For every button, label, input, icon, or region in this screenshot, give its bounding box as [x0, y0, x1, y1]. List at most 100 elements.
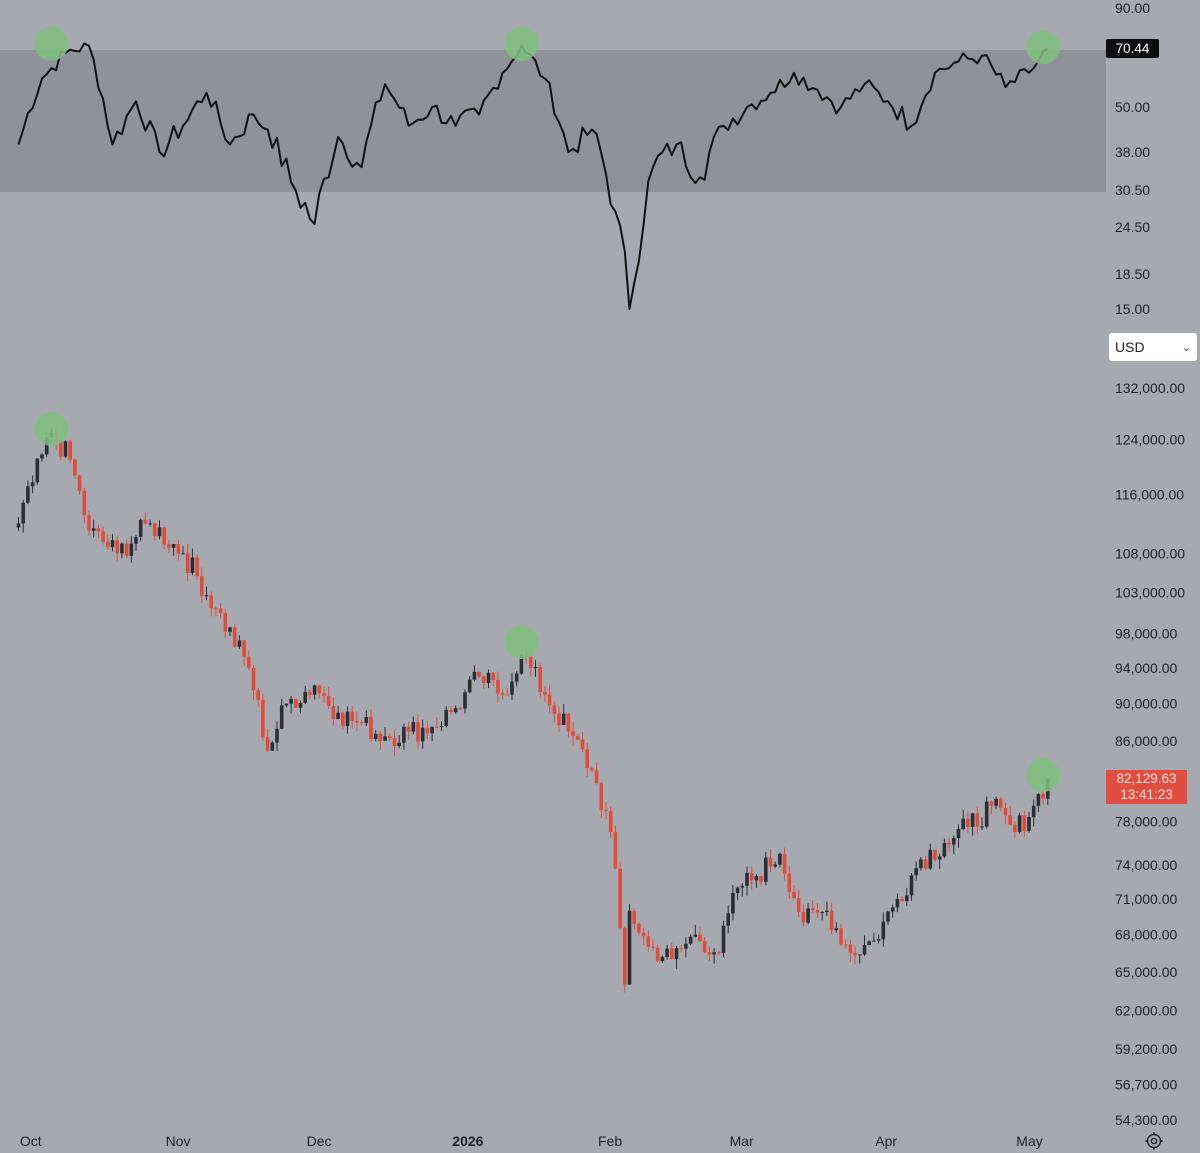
candle-body [444, 709, 448, 726]
candle [449, 706, 453, 715]
candle [91, 519, 96, 538]
candle [77, 474, 82, 495]
price-tick-label: 59,200.00 [1115, 1041, 1177, 1057]
price-peak-marker [1026, 758, 1061, 793]
gear-icon[interactable] [1144, 1131, 1164, 1151]
candle [782, 847, 787, 881]
candle [420, 719, 425, 749]
candle-body [623, 927, 627, 985]
candle-body [999, 798, 1003, 808]
candle-body [594, 770, 599, 784]
candle [933, 849, 937, 862]
candle [106, 534, 110, 550]
candle-body [768, 857, 773, 867]
candle [63, 440, 68, 459]
currency-select[interactable]: USD ⌄ [1109, 333, 1197, 361]
candle [110, 534, 115, 552]
candle [341, 711, 345, 730]
candle [975, 806, 980, 834]
candle-body [1036, 793, 1041, 806]
candle-body [261, 700, 265, 738]
candle-body [402, 726, 406, 743]
rsi-layer [17, 42, 1049, 310]
candle [500, 689, 505, 700]
candle [914, 861, 918, 881]
rsi-line [17, 42, 1049, 310]
candle [214, 606, 218, 617]
candle [825, 901, 829, 917]
candle-body [482, 676, 486, 684]
price-tick-label: 68,000.00 [1115, 927, 1177, 943]
candle-body [754, 876, 759, 881]
rsi-tick-label: 90.00 [1115, 0, 1150, 16]
time-tick-label: Apr [875, 1133, 897, 1149]
candle-body [214, 608, 218, 610]
candle [529, 655, 533, 677]
candle-body [26, 486, 30, 503]
candle-body [886, 911, 890, 922]
candle [632, 908, 636, 930]
candle-body [538, 666, 542, 692]
candle [881, 912, 886, 947]
candle [87, 510, 91, 536]
candle-body [670, 948, 674, 960]
candle-body [994, 798, 998, 806]
candle [966, 811, 970, 834]
candle [406, 721, 411, 740]
price-tick-label: 124,000.00 [1115, 432, 1185, 448]
candle [1031, 799, 1036, 827]
candle-body [956, 829, 961, 839]
price-tick-label: 78,000.00 [1115, 814, 1177, 830]
candle-body [641, 932, 646, 937]
candle-body [181, 553, 185, 555]
candle-body [862, 945, 867, 955]
time-tick-label: Mar [730, 1133, 754, 1149]
candle-body [148, 523, 152, 525]
candle [134, 534, 138, 551]
candle-body [35, 458, 40, 483]
candle-body [326, 696, 331, 706]
candle-body [167, 544, 171, 548]
candle-body [486, 672, 491, 684]
candle-body [895, 899, 900, 908]
candle [693, 925, 698, 938]
candle-body [416, 721, 420, 742]
candle-body [251, 667, 256, 691]
candle [294, 698, 298, 709]
candle-body [693, 934, 698, 937]
candle [143, 512, 148, 525]
candle [890, 904, 895, 918]
candle [848, 940, 853, 963]
candle-body [284, 703, 289, 706]
candle [637, 922, 641, 936]
candle [867, 940, 871, 946]
rsi-value-badge: 70.44 [1106, 39, 1159, 58]
candle-body [120, 543, 124, 554]
candle-body [30, 482, 35, 487]
candle [73, 458, 77, 479]
candle [510, 672, 514, 700]
candle-body [101, 531, 105, 542]
candle [557, 706, 561, 733]
candle-body [1041, 793, 1045, 799]
candle-body [702, 941, 707, 953]
candle [731, 885, 735, 921]
price-tick-label: 108,000.00 [1115, 545, 1185, 561]
candle [608, 806, 613, 838]
candle [665, 944, 669, 960]
candle-body [787, 873, 792, 892]
candle-body [627, 910, 632, 985]
candle-body [655, 947, 660, 962]
candle-body [355, 720, 359, 723]
candle [707, 946, 712, 961]
candle [162, 527, 166, 550]
candle-body [905, 895, 909, 902]
candle [369, 709, 373, 743]
candle-body [590, 767, 594, 771]
candle-body [63, 441, 68, 457]
candle-body [439, 725, 444, 727]
candle [862, 935, 867, 957]
candle [1017, 812, 1022, 834]
candle [472, 665, 477, 682]
